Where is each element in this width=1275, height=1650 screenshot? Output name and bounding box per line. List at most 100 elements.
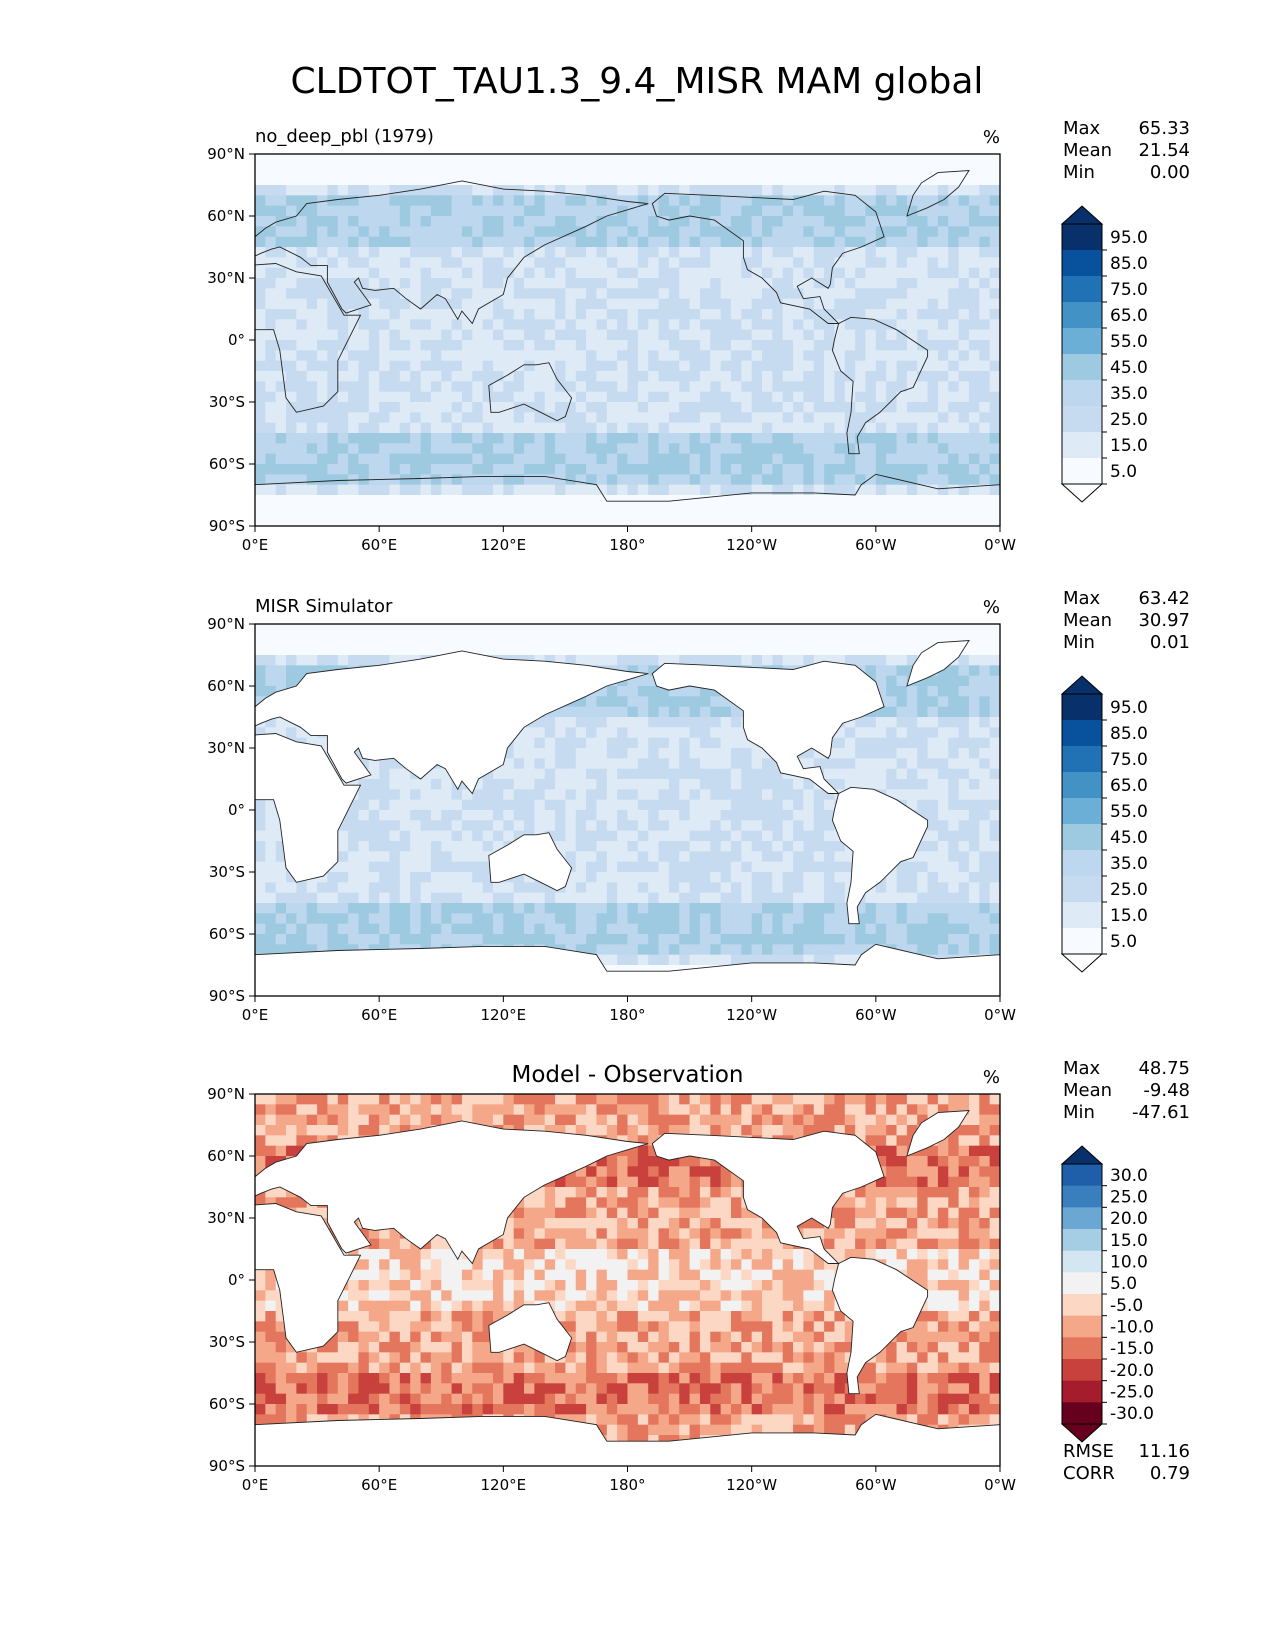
colorbar-segment (1062, 928, 1102, 955)
x-tick-label: 60°W (855, 536, 897, 554)
x-tick-label: 0°E (242, 1476, 269, 1494)
map-field (255, 1094, 1000, 1466)
y-tick-label: 60°N (207, 1147, 245, 1165)
extra-stat-value: 11.16 (1138, 1441, 1190, 1462)
x-tick-label: 180° (609, 536, 645, 554)
x-tick-label: 180° (609, 1006, 645, 1024)
colorbar-label: 25.0 (1110, 880, 1148, 900)
colorbar-label: 20.0 (1110, 1209, 1148, 1229)
colorbar-label: -5.0 (1110, 1296, 1143, 1316)
colorbar-segment (1062, 1315, 1102, 1338)
colorbar-segment (1062, 432, 1102, 459)
y-tick-label: 60°S (209, 455, 245, 473)
figure-title: CLDTOT_TAU1.3_9.4_MISR MAM global (291, 61, 984, 102)
y-tick-label: 30°N (207, 739, 245, 757)
colorbar-segment (1062, 1380, 1102, 1403)
y-tick-label: 60°N (207, 207, 245, 225)
x-tick-label: 0°W (984, 536, 1016, 554)
x-tick-label: 0°E (242, 536, 269, 554)
colorbar: 95.0 85.0 75.0 65.0 55.0 45.0 35.0 25.0 15.0 5.0 (1060, 205, 1148, 503)
colorbar-label: 45.0 (1110, 358, 1148, 378)
y-tick-label: 90°N (207, 145, 245, 163)
stat-label: Mean (1063, 140, 1112, 161)
stat-value: 0.01 (1150, 632, 1190, 653)
colorbar-label: -25.0 (1110, 1383, 1154, 1403)
colorbar-label: 75.0 (1110, 280, 1148, 300)
colorbar-segment (1062, 250, 1102, 277)
colorbar-extend-top (1060, 1145, 1104, 1165)
colorbar-segment (1062, 1164, 1102, 1187)
stat-value: 63.42 (1138, 588, 1190, 609)
colorbar-label: 15.0 (1110, 906, 1148, 926)
y-tick-label: 0° (228, 801, 245, 819)
x-tick-label: 120°E (481, 1476, 527, 1494)
colorbar-segment (1062, 902, 1102, 929)
colorbar-segment (1062, 328, 1102, 355)
colorbar-label: 25.0 (1110, 410, 1148, 430)
colorbar-segment (1062, 694, 1102, 721)
panel-1: 0°E 60°E 120°E 180° 120°W 60°W 0°W 90°N 60°N 30°N… (207, 118, 1190, 554)
colorbar-segment (1062, 224, 1102, 251)
stat-value: -9.48 (1143, 1080, 1190, 1101)
colorbar-label: 55.0 (1110, 802, 1148, 822)
colorbar-segment (1062, 824, 1102, 851)
panel-title: MISR Simulator (255, 596, 393, 617)
units-label: % (983, 1067, 1000, 1088)
colorbar-label: 15.0 (1110, 1231, 1148, 1251)
colorbar-label: -10.0 (1110, 1318, 1154, 1338)
colorbar-segment (1062, 302, 1102, 329)
colorbar-label: 85.0 (1110, 254, 1148, 274)
x-tick-label: 0°E (242, 1006, 269, 1024)
colorbar: 95.0 85.0 75.0 65.0 55.0 45.0 35.0 25.0 15.0 5.0 (1060, 675, 1148, 973)
colorbar-label: 35.0 (1110, 854, 1148, 874)
colorbar-label: 15.0 (1110, 436, 1148, 456)
y-tick-label: 30°S (209, 863, 245, 881)
x-tick-label: 180° (609, 1476, 645, 1494)
colorbar-segment (1062, 276, 1102, 303)
colorbar-label: 35.0 (1110, 384, 1148, 404)
extra-stat-label: RMSE (1063, 1441, 1114, 1462)
stat-value: -47.61 (1132, 1102, 1190, 1123)
colorbar-extend-top (1060, 675, 1104, 695)
panel-3: 0°E 60°E 120°E 180° 120°W 60°W 0°W 90°N 60°N 30°N… (207, 1058, 1190, 1494)
stat-label: Min (1063, 1102, 1095, 1123)
colorbar-segment (1062, 1207, 1102, 1230)
stat-label: Min (1063, 632, 1095, 653)
y-tick-label: 30°N (207, 1209, 245, 1227)
y-tick-label: 90°S (209, 517, 245, 535)
y-tick-label: 0° (228, 1271, 245, 1289)
stat-value: 0.00 (1150, 162, 1190, 183)
x-tick-label: 60°E (361, 1006, 397, 1024)
colorbar-label: 95.0 (1110, 698, 1148, 718)
y-tick-label: 90°S (209, 1457, 245, 1475)
stat-value: 21.54 (1138, 140, 1190, 161)
stat-label: Mean (1063, 1080, 1112, 1101)
coastline (255, 169, 1000, 526)
colorbar-segment (1062, 876, 1102, 903)
stat-label: Min (1063, 162, 1095, 183)
x-tick-label: 120°W (726, 1476, 777, 1494)
colorbar-label: -15.0 (1110, 1339, 1154, 1359)
colorbar-label: 5.0 (1110, 1274, 1137, 1294)
colorbar-label: 30.0 (1110, 1166, 1148, 1186)
y-tick-label: 30°S (209, 393, 245, 411)
y-tick-label: 90°N (207, 1085, 245, 1103)
colorbar-label: -20.0 (1110, 1361, 1154, 1381)
colorbar-label: 55.0 (1110, 332, 1148, 352)
map-field (255, 624, 1000, 996)
y-tick-label: 60°S (209, 925, 245, 943)
y-tick-label: 90°S (209, 987, 245, 1005)
stat-value: 30.97 (1138, 610, 1190, 631)
y-tick-label: 0° (228, 331, 245, 349)
colorbar-segment (1062, 746, 1102, 773)
colorbar-segment (1062, 458, 1102, 485)
coastline (255, 1109, 1000, 1466)
x-tick-label: 60°E (361, 1476, 397, 1494)
colorbar-label: 65.0 (1110, 776, 1148, 796)
x-tick-label: 60°W (855, 1006, 897, 1024)
x-tick-label: 60°W (855, 1476, 897, 1494)
colorbar-segment (1062, 1359, 1102, 1382)
panel-title: no_deep_pbl (1979) (255, 126, 434, 147)
colorbar-label: 5.0 (1110, 462, 1137, 482)
